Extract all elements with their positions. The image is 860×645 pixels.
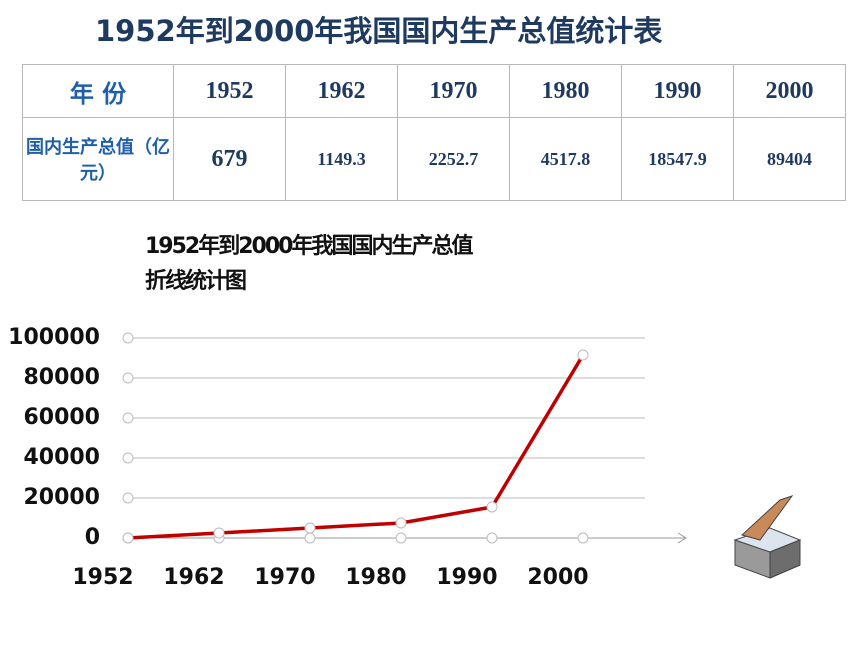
- point: [577, 349, 589, 361]
- y-tick-label: 40000: [23, 445, 100, 470]
- point: [395, 517, 407, 529]
- x-tick-label: 1970: [254, 565, 315, 590]
- line: [127, 354, 585, 540]
- y-tick-mark: [122, 412, 134, 424]
- point: [122, 532, 134, 544]
- chart-title: 1952年到2000年我国国内生产总值: [145, 233, 473, 259]
- x-axis-arrow: [677, 532, 687, 544]
- table-cell: 1952: [173, 64, 286, 118]
- table-cell: 1149.3: [285, 117, 398, 201]
- table-cell: 4517.8: [509, 117, 622, 201]
- y-tick-label: 60000: [23, 405, 100, 430]
- x-tick-mark: [577, 532, 589, 544]
- y-tick-label: 0: [85, 525, 100, 550]
- y-tick-mark: [122, 452, 134, 464]
- y-tick-label: 80000: [23, 365, 100, 390]
- table-cell: 1962: [285, 64, 398, 118]
- x-tick-label: 1990: [436, 565, 497, 590]
- table-cell: 89404: [733, 117, 846, 201]
- x-tick-mark: [304, 532, 316, 544]
- table-cell: 1990: [621, 64, 734, 118]
- y-tick-label: 100000: [8, 325, 100, 350]
- heading: 1952年到2000年我国国内生产总值统计表: [95, 14, 663, 48]
- point: [213, 527, 225, 539]
- x-tick-label: 2000: [527, 565, 588, 590]
- table-cell: 2252.7: [397, 117, 510, 201]
- point: [304, 522, 316, 534]
- row-header: 年 份: [22, 64, 174, 118]
- x-tick-label: 1980: [345, 565, 406, 590]
- point: [486, 501, 498, 513]
- table-row: 国内生产总值（亿元） 679 1149.3 2252.7 4517.8 18547.9 89…: [22, 117, 846, 201]
- y-tick-mark: [122, 332, 134, 344]
- x-tick-label: 1952: [72, 565, 133, 590]
- table-cell: 18547.9: [621, 117, 734, 201]
- data-table: 年 份 1952 1962 1970 1980 1990 2000 国内生产总值（亿元） 679…: [22, 64, 846, 201]
- x-tick-label: 1962: [163, 565, 224, 590]
- chart-title: 折线统计图: [145, 268, 246, 294]
- box-icon: [733, 495, 802, 579]
- table-cell: 679: [173, 117, 286, 201]
- row-header: 国内生产总值（亿元）: [22, 117, 174, 201]
- x-tick-mark: [486, 532, 498, 544]
- y-tick-mark: [122, 492, 134, 504]
- y-tick-mark: [122, 372, 134, 384]
- x-tick-mark: [395, 532, 407, 544]
- y-tick-label: 20000: [23, 485, 100, 510]
